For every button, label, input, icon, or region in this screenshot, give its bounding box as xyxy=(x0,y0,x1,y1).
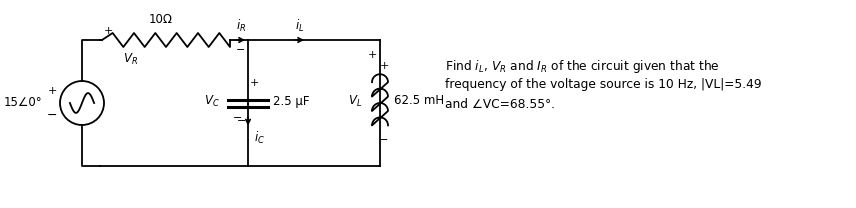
Text: 10Ω: 10Ω xyxy=(149,13,173,26)
Text: frequency of the voltage source is 10 Hz, |VL|=5.49: frequency of the voltage source is 10 Hz… xyxy=(445,78,762,91)
Text: 62.5 mH: 62.5 mH xyxy=(394,94,444,108)
Text: +: + xyxy=(47,86,56,96)
Text: −: − xyxy=(379,135,389,145)
Text: +: + xyxy=(367,50,377,60)
Text: +: + xyxy=(104,26,113,36)
Text: $V_L$: $V_L$ xyxy=(348,93,362,109)
Text: Find $i_L$, $V_R$ and $I_R$ of the circuit given that the: Find $i_L$, $V_R$ and $I_R$ of the circu… xyxy=(445,58,720,75)
Text: 15∠0°: 15∠0° xyxy=(3,97,42,109)
Text: $i_L$: $i_L$ xyxy=(295,18,305,34)
Text: −: − xyxy=(47,109,57,122)
Text: $i_C$: $i_C$ xyxy=(254,130,265,146)
Text: −: − xyxy=(233,113,242,123)
Text: and ∠VC=68.55°.: and ∠VC=68.55°. xyxy=(445,98,555,111)
Text: 2.5 μF: 2.5 μF xyxy=(273,94,310,108)
Text: $i_R$: $i_R$ xyxy=(236,18,247,34)
Text: +: + xyxy=(379,61,389,71)
Text: $V_C$: $V_C$ xyxy=(205,93,220,109)
Text: −: − xyxy=(237,116,247,126)
Text: $V_R$: $V_R$ xyxy=(122,52,138,67)
Text: −: − xyxy=(236,45,246,55)
Text: +: + xyxy=(249,78,259,88)
